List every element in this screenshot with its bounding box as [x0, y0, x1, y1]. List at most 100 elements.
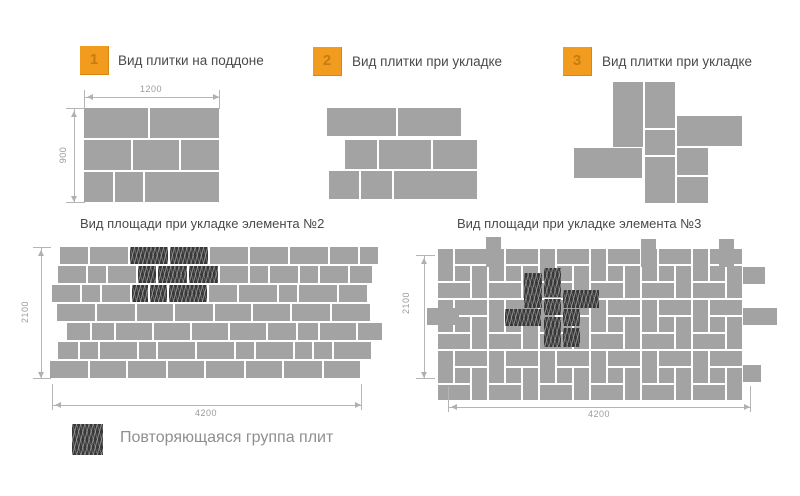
tile: [677, 148, 708, 175]
tile: [540, 385, 572, 400]
tile: [710, 368, 725, 383]
tile: [361, 171, 392, 199]
tile: [88, 266, 106, 283]
tile: [472, 368, 487, 400]
tile: [84, 140, 131, 170]
field-title-element-3: Вид площади при укладке элемента №3: [457, 216, 702, 231]
tile: [608, 368, 623, 383]
tile: [472, 317, 487, 349]
tile: [591, 385, 623, 400]
tile: [727, 317, 742, 349]
tile: [743, 308, 777, 325]
section-title-2: Вид плитки при укладке: [352, 54, 503, 69]
tile: [540, 351, 555, 383]
field-title-element-2: Вид площади при укладке элемента №2: [80, 216, 325, 231]
tile: [642, 351, 657, 383]
tile-dark: [158, 266, 187, 283]
tile: [727, 266, 742, 298]
tile: [676, 266, 691, 298]
tile: [608, 249, 640, 264]
tile: [239, 285, 277, 302]
tile: [320, 266, 348, 283]
tile: [608, 300, 640, 315]
tile: [645, 130, 675, 155]
tile: [659, 351, 691, 366]
tile: [90, 247, 128, 264]
section-title-3: Вид плитки при укладке: [602, 54, 753, 69]
dimension-line: [84, 97, 219, 98]
tile: [97, 304, 135, 321]
dimension-arrow: [38, 372, 44, 381]
dimension-arrow: [355, 402, 364, 408]
dimension-arrow: [421, 372, 427, 381]
tile: [329, 171, 359, 199]
tile: [82, 285, 100, 302]
tile: [398, 108, 461, 136]
tile: [591, 351, 606, 383]
tile: [659, 249, 691, 264]
tile: [197, 342, 234, 359]
tile: [58, 266, 86, 283]
tile: [137, 304, 173, 321]
tile: [320, 323, 356, 340]
tile: [145, 172, 219, 202]
tile: [298, 323, 318, 340]
tile: [150, 108, 219, 138]
tile: [489, 351, 504, 383]
tile: [659, 317, 674, 332]
tile: [58, 342, 78, 359]
tile: [591, 249, 606, 281]
tile: [438, 283, 470, 298]
tile: [642, 249, 657, 281]
tile: [693, 283, 725, 298]
dimension-extension: [448, 386, 449, 412]
tile: [710, 300, 742, 315]
tile: [438, 249, 453, 281]
tile: [438, 385, 470, 400]
tile: [133, 140, 179, 170]
dimension-arrow: [213, 94, 222, 100]
tile: [455, 351, 487, 366]
tile: [192, 323, 228, 340]
tile: [506, 249, 538, 264]
dimension-extension: [84, 90, 85, 109]
tile: [279, 285, 297, 302]
tile: [574, 148, 642, 178]
dimension-label: 900: [58, 146, 68, 164]
tile: [659, 368, 674, 383]
tile: [295, 342, 312, 359]
tile: [608, 266, 623, 281]
dimension-extension: [66, 202, 85, 203]
tile: [52, 285, 80, 302]
tile: [215, 304, 251, 321]
tile: [345, 140, 377, 169]
tile: [438, 334, 470, 349]
tile-dark: [563, 290, 599, 308]
dimension-arrow: [744, 404, 753, 410]
tile: [154, 323, 190, 340]
tile: [455, 249, 487, 264]
tile: [710, 266, 725, 281]
tile: [108, 266, 136, 283]
tile: [506, 266, 521, 281]
tile: [710, 249, 742, 264]
tile: [84, 108, 148, 138]
tile: [50, 361, 88, 378]
tile: [677, 177, 708, 203]
tile: [608, 317, 623, 332]
tile-dark: [524, 273, 542, 308]
tile: [472, 266, 487, 298]
tile: [710, 317, 725, 332]
tile: [727, 368, 742, 400]
tile: [300, 266, 318, 283]
tile: [256, 342, 293, 359]
tile: [210, 247, 248, 264]
tile: [128, 361, 166, 378]
tile: [181, 140, 219, 170]
tile: [743, 365, 761, 382]
tile: [332, 304, 370, 321]
tile: [60, 247, 88, 264]
tile-dark: [132, 285, 148, 302]
tile: [645, 82, 675, 128]
tile: [206, 361, 244, 378]
